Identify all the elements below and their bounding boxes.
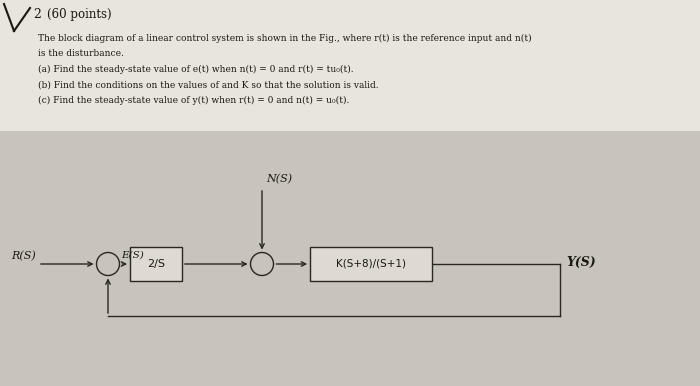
Text: 2: 2 [33, 8, 41, 21]
Circle shape [251, 252, 274, 276]
Text: 2/S: 2/S [147, 259, 165, 269]
Circle shape [97, 252, 120, 276]
Text: The block diagram of a linear control system is shown in the Fig., where r(t) is: The block diagram of a linear control sy… [38, 34, 531, 43]
Text: R(S): R(S) [11, 251, 36, 261]
Text: Y(S): Y(S) [566, 256, 596, 269]
Text: is the disturbance.: is the disturbance. [38, 49, 124, 59]
FancyBboxPatch shape [0, 0, 700, 131]
Text: (60 points): (60 points) [47, 8, 111, 21]
Text: N(S): N(S) [266, 174, 292, 184]
FancyBboxPatch shape [310, 247, 432, 281]
Text: (a) Find the steady-state value of e(t) when n(t) = 0 and r(t) = tu₀(t).: (a) Find the steady-state value of e(t) … [38, 65, 354, 74]
Text: (b) Find the conditions on the values of and K so that the solution is valid.: (b) Find the conditions on the values of… [38, 81, 379, 90]
FancyBboxPatch shape [130, 247, 182, 281]
Text: E(S): E(S) [122, 251, 144, 260]
Text: (c) Find the steady-state value of y(t) when r(t) = 0 and n(t) = u₀(t).: (c) Find the steady-state value of y(t) … [38, 96, 349, 105]
Text: K(S+8)/(S+1): K(S+8)/(S+1) [336, 259, 406, 269]
